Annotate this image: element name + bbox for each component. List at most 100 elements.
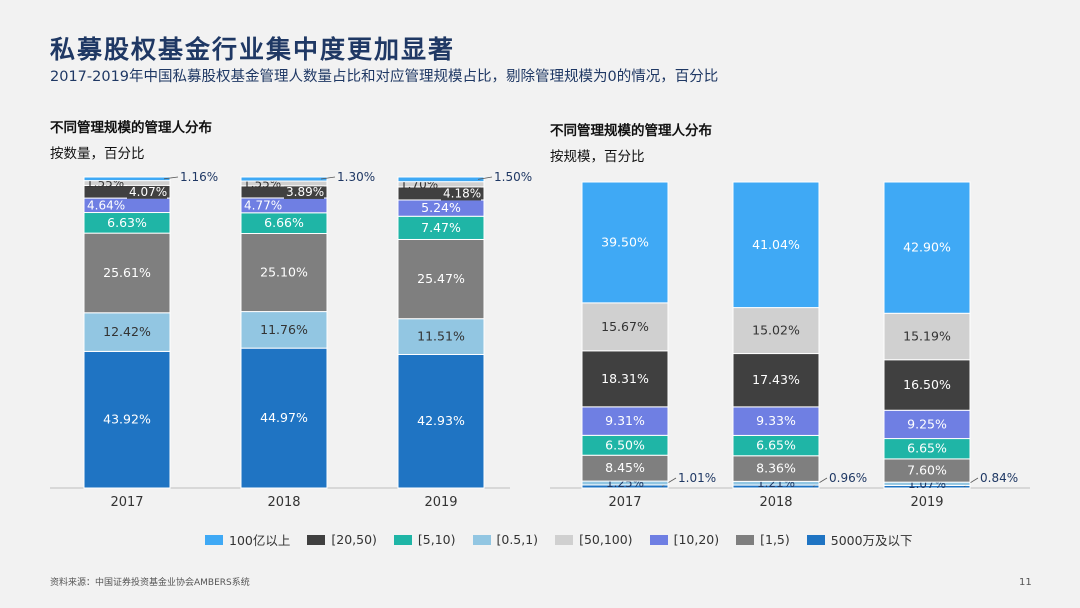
legend-swatch: [736, 534, 755, 545]
data-label: 18.31%: [601, 371, 649, 386]
legend-label: [1,5): [760, 532, 790, 547]
data-label: 1.01%: [678, 471, 716, 485]
data-label: 15.67%: [601, 319, 649, 334]
bar-segment: [397, 318, 485, 355]
data-label: 11.51%: [417, 329, 465, 344]
data-label: 8.45%: [605, 460, 645, 475]
page-number: 11: [1019, 577, 1032, 588]
data-label: 1.50%: [494, 170, 532, 184]
data-label: 42.90%: [903, 240, 951, 255]
data-label: 17.43%: [752, 372, 800, 387]
bar-segment: [240, 311, 328, 349]
legend-item: [5,10): [393, 530, 456, 549]
data-label: 16.50%: [903, 377, 951, 392]
bar-segment: [883, 181, 971, 314]
legend-swatch: [205, 534, 223, 545]
bar-segment: [581, 181, 669, 304]
data-label: 42.93%: [417, 413, 465, 428]
data-label: 15.19%: [903, 329, 951, 344]
bar-segment: [732, 307, 820, 355]
data-label: 1.30%: [337, 170, 375, 184]
data-label: 6.66%: [264, 215, 304, 230]
legend-swatch: [307, 534, 326, 545]
data-label: 25.61%: [103, 265, 151, 280]
bar-segment: [732, 181, 820, 309]
x-tick-label: 2018: [759, 495, 792, 510]
chart1-title: 不同管理规模的管理人分布: [50, 120, 212, 136]
legend-item: [1,5): [736, 530, 790, 549]
data-label: 0.84%: [980, 471, 1018, 485]
legend-swatch: [649, 534, 668, 545]
data-label-bg: [284, 184, 324, 199]
data-label: 43.92%: [103, 412, 151, 427]
legend-item: [20,50): [307, 530, 377, 549]
data-label: 8.36%: [756, 461, 796, 476]
data-label: 7.47%: [421, 220, 461, 235]
data-label: 7.60%: [907, 463, 947, 478]
x-tick-label: 2017: [608, 495, 641, 510]
chart2-title: 不同管理规模的管理人分布: [550, 123, 712, 139]
x-tick-label: 2017: [110, 495, 143, 510]
legend-label: 5000万及以下: [830, 533, 913, 548]
data-label-bg: [441, 186, 481, 201]
data-label: 9.25%: [907, 416, 947, 431]
x-tick-label: 2019: [910, 495, 943, 510]
chart1-unit: 按数量，百分比: [50, 146, 145, 162]
legend: 100亿以上 [20,50) [5,10) [0.5,1) [50,100) […: [205, 530, 913, 549]
legend-item: [50,100): [555, 530, 633, 549]
callout-line: [477, 176, 493, 180]
data-label: 5.24%: [421, 200, 461, 215]
data-label: 6.65%: [756, 438, 796, 453]
data-label: 0.96%: [829, 471, 867, 485]
legend-label: [10,20): [673, 532, 720, 547]
bar-segment: [83, 232, 171, 314]
data-label: 3.89%: [286, 185, 324, 199]
page-title: 私募股权基金行业集中度更加显著: [50, 35, 456, 64]
callout-line: [320, 176, 336, 180]
legend-swatch: [806, 534, 825, 545]
bar-segment: [883, 312, 971, 361]
bar-segment: [397, 238, 485, 320]
bar-segment: [240, 233, 328, 313]
legend-item: 5000万及以下: [806, 530, 913, 549]
legend-label: [50,100): [579, 532, 633, 547]
data-label: 6.65%: [907, 441, 947, 456]
legend-item: [0.5,1): [472, 530, 538, 549]
data-label: 12.42%: [103, 324, 151, 339]
bar-segment: [240, 176, 328, 182]
data-label: 4.64%: [87, 198, 125, 212]
bar-segment: [83, 312, 171, 352]
data-label: 25.10%: [260, 265, 308, 280]
data-label: 4.18%: [443, 186, 481, 200]
x-tick-label: 2019: [424, 495, 457, 510]
legend-swatch: [472, 534, 491, 545]
legend-item: 100亿以上: [205, 530, 290, 549]
bar-segment: [83, 176, 171, 182]
legend-label: [20,50): [331, 532, 377, 547]
data-label: 9.31%: [605, 413, 645, 428]
source-note: 资料来源：中国证券投资基金业协会AMBERS系统: [50, 578, 250, 588]
legend-swatch: [393, 534, 412, 545]
x-tick-label: 2018: [267, 495, 300, 510]
bar-segment: [883, 409, 971, 440]
data-label: 4.07%: [129, 185, 167, 199]
data-label: 6.50%: [605, 437, 645, 452]
bar-segment: [581, 454, 669, 482]
data-label: 1.16%: [180, 170, 218, 184]
legend-label: [5,10): [417, 532, 456, 547]
bar-segment: [397, 176, 485, 183]
legend-item: [10,20): [649, 530, 720, 549]
bar-segment: [83, 350, 171, 489]
callout-line: [163, 176, 179, 180]
data-label-bg: [127, 184, 167, 199]
data-label: 39.50%: [601, 234, 649, 249]
legend-label: 100亿以上: [229, 533, 291, 548]
page-subtitle: 2017-2019年中国私募股权基金管理人数量占比和对应管理规模占比，剔除管理规…: [50, 69, 719, 85]
bar-segment: [240, 347, 328, 489]
data-label: 41.04%: [752, 237, 800, 252]
data-label: 9.33%: [756, 413, 796, 428]
bar-segment: [883, 359, 971, 411]
bar-segment: [581, 350, 669, 408]
data-label: 25.47%: [417, 271, 465, 286]
